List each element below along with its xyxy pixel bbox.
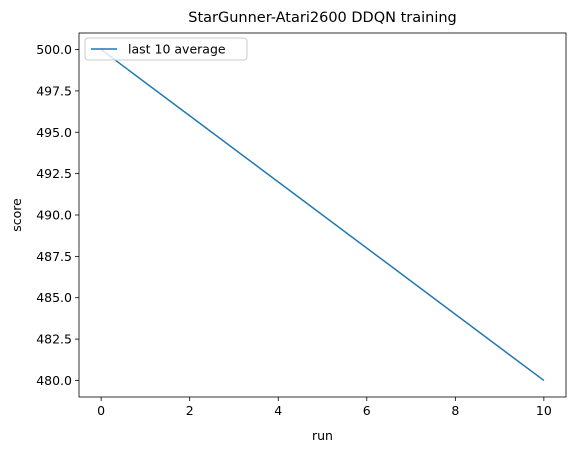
series-line-last-10-average [100,48,545,382]
y-tick-label: 490.0 [36,208,72,223]
y-axis-label: score [9,198,24,232]
x-axis-label: run [312,428,333,443]
chart-title: StarGunner-Atari2600 DDQN training [188,10,457,26]
y-tick-label: 497.5 [36,83,72,98]
y-tick-label: 485.0 [36,290,72,305]
x-axis: 0 2 4 6 8 10 [97,397,552,418]
y-tick-label: 492.5 [36,166,72,181]
y-tick-label: 495.0 [36,125,72,140]
y-tick-label: 482.5 [36,332,72,347]
series-layer [100,48,545,382]
x-tick-label: 10 [536,403,552,418]
x-tick-label: 2 [186,403,194,418]
legend: last 10 average [84,37,248,61]
legend-label: last 10 average [128,42,226,57]
x-tick-label: 6 [363,403,371,418]
y-tick-label: 487.5 [36,249,72,264]
x-tick-label: 8 [451,403,459,418]
y-tick-label: 500.0 [36,42,72,57]
x-tick-label: 0 [97,403,105,418]
x-tick-label: 4 [274,403,282,418]
y-axis: 480.0 482.5 485.0 487.5 490.0 492.5 495.0 497.5… [36,42,79,388]
legend-box [84,37,248,61]
y-tick-label: 480.0 [36,373,72,388]
